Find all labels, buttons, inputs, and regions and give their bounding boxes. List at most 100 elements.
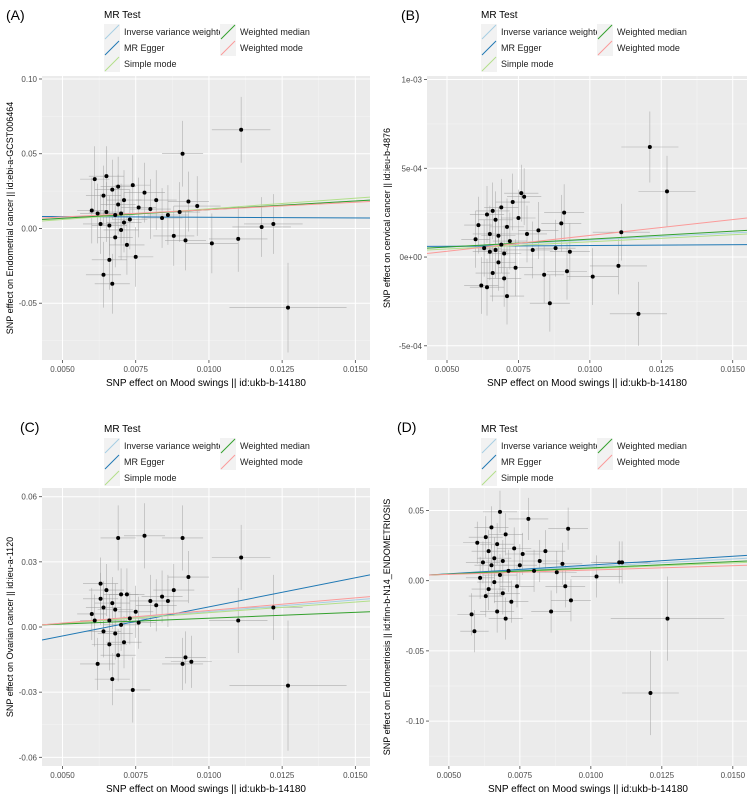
data-point [177, 210, 182, 215]
data-point [490, 208, 495, 213]
data-point [236, 236, 241, 241]
data-point [497, 509, 502, 514]
data-point [160, 216, 165, 220]
legend-swatch [220, 454, 236, 470]
data-point [119, 211, 124, 216]
data-point [286, 683, 290, 688]
data-point [133, 609, 138, 614]
x-tick-label: 0.0075 [123, 365, 148, 374]
data-point [620, 560, 625, 565]
data-layer [429, 490, 747, 736]
y-axis-title: SNP effect on Endometrial cancer || id:e… [5, 102, 15, 334]
data-point [543, 549, 548, 554]
x-tick-label: 0.0050 [435, 365, 460, 374]
data-point [127, 616, 132, 621]
data-point [503, 616, 508, 621]
data-point [648, 690, 653, 695]
y-axis-title: SNP effect on cervical cancer || id:ieu-… [382, 128, 392, 308]
legend-swatch [597, 454, 613, 470]
data-point [478, 575, 483, 580]
data-point [619, 230, 624, 235]
x-tick-label: 0.0150 [343, 365, 368, 374]
data-point [180, 661, 185, 666]
data-point [475, 540, 480, 545]
data-point [171, 233, 176, 238]
legend-entry-label: Weighted median [240, 27, 310, 37]
data-point [495, 542, 500, 547]
data-point [98, 221, 103, 226]
x-tick-label: 0.0050 [50, 771, 75, 780]
legend-swatch [104, 454, 120, 470]
data-point [590, 274, 595, 279]
mr-line [427, 244, 747, 247]
data-point [665, 616, 670, 621]
data-point [542, 272, 547, 277]
data-point [525, 231, 529, 236]
data-point [104, 588, 109, 593]
legend-entry-label: MR Egger [124, 457, 165, 467]
data-point [547, 301, 552, 306]
y-axis-title: SNP effect on Endometriosis || id:finn-b… [382, 499, 392, 755]
y-tick-label: -0.03 [19, 688, 38, 697]
data-point [113, 631, 118, 636]
data-point [107, 618, 112, 623]
data-point [476, 223, 481, 228]
x-axis-title: SNP effect on Mood swings || id:ukb-b-14… [106, 784, 306, 795]
data-point [142, 533, 147, 538]
data-point [516, 216, 521, 220]
legend-swatch [220, 24, 236, 40]
mr-line [42, 574, 370, 641]
legend-entry-label: Weighted median [617, 27, 687, 37]
legend-swatch [481, 24, 497, 40]
data-point [560, 561, 565, 566]
data-point [499, 242, 504, 247]
data-point [127, 217, 132, 222]
data-point [116, 202, 121, 207]
y-tick-label: 1e-03 [402, 76, 423, 85]
data-point [133, 254, 138, 259]
data-point [110, 281, 115, 286]
panel-label: (C) [20, 419, 39, 435]
legend-entry-label: Inverse variance weighted [501, 441, 606, 451]
legend-swatch [597, 438, 613, 454]
y-tick-label: 0.00 [21, 224, 37, 233]
legend-title: MR Test [481, 424, 518, 435]
legend-title: MR Test [104, 424, 141, 435]
x-tick-label: 0.0125 [270, 365, 295, 374]
legend-entry-label: Simple mode [124, 59, 177, 69]
x-tick-label: 0.0125 [650, 771, 675, 780]
x-tick-label: 0.0100 [197, 771, 222, 780]
data-point [495, 609, 500, 614]
data-point [180, 151, 185, 156]
chart-svg-d: (D) MR Test Inverse variance weighted MR Eg… [382, 419, 747, 795]
data-point [136, 620, 141, 625]
data-point [122, 198, 126, 203]
data-point [489, 525, 494, 530]
chart-svg-c: (C) MR Test Inverse variance weighted MR Eg… [5, 419, 370, 795]
data-point [154, 198, 159, 203]
x-tick-label: 0.0150 [343, 771, 368, 780]
mr-line [429, 564, 747, 576]
data-point [122, 640, 126, 645]
data-point [165, 213, 170, 218]
x-tick-label: 0.0075 [508, 771, 533, 780]
legend-entry-label: Inverse variance weighted [501, 27, 606, 37]
legend-title: MR Test [481, 10, 518, 21]
data-point [271, 221, 276, 226]
y-tick-label: -5e-04 [399, 342, 423, 351]
data-point [209, 241, 214, 246]
data-point [154, 603, 159, 608]
legend-entry-label: Inverse variance weighted [124, 27, 229, 37]
data-point [486, 549, 491, 554]
x-axis-title: SNP effect on Mood swings || id:ukb-b-14… [487, 378, 687, 389]
data-point [486, 587, 491, 592]
data-point [513, 265, 518, 270]
data-point [104, 174, 109, 179]
data-point [485, 285, 489, 290]
panel-label: (D) [397, 419, 416, 435]
data-point [107, 257, 112, 262]
data-point [110, 677, 115, 682]
legend-entry-label: Weighted mode [617, 43, 680, 53]
data-point [485, 212, 489, 217]
legend-swatch [104, 24, 120, 40]
